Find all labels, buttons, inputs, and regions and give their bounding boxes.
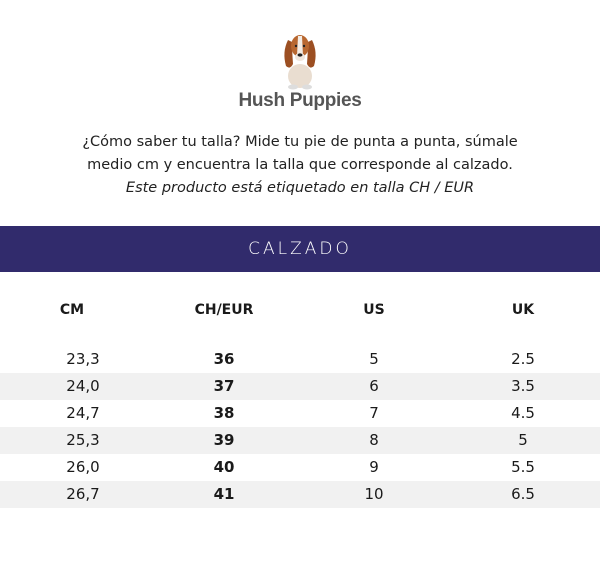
cell-us: 7 [369,404,379,422]
header-ch-eur: CH/EUR [194,302,254,318]
cell-us: 10 [364,485,384,503]
cell-uk: 3.5 [511,377,535,395]
cell-uk: 5 [518,431,528,449]
cell-ch-eur: 39 [213,431,235,449]
size-instructions: ¿Cómo saber tu talla? Mide tu pie de pun… [0,131,600,200]
cell-cm: 26,0 [66,458,100,476]
cell-uk: 2.5 [511,350,535,368]
cell-cm: 24,7 [66,404,100,422]
cell-cm: 24,0 [66,377,100,395]
cell-cm: 23,3 [66,350,100,368]
cell-us: 5 [369,350,379,368]
cell-ch-eur: 41 [213,485,235,503]
section-title: CALZADO [0,226,600,272]
brand-logo: Hush Puppies [0,30,600,112]
cell-us: 6 [369,377,379,395]
table-row: 26,7 41 10 6.5 [0,481,600,508]
cell-cm: 25,3 [66,431,100,449]
cell-uk: 4.5 [511,404,535,422]
instructions-note: Este producto está etiquetado en talla C… [125,180,475,196]
cell-cm: 26,7 [66,485,100,503]
size-table: 23,3 36 5 2.5 24,0 37 6 3.5 24,7 38 7 4.5 25,3 39 8 5 26… [0,346,600,508]
table-row: 24,7 38 7 4.5 [0,400,600,427]
header-cm: CM [59,302,85,318]
table-row: 24,0 37 6 3.5 [0,373,600,400]
table-header: CM CH/EUR US UK [0,302,600,322]
table-row: 23,3 36 5 2.5 [0,346,600,373]
cell-ch-eur: 36 [213,350,235,368]
cell-uk: 6.5 [511,485,535,503]
header-uk: UK [511,302,535,318]
header-us: US [363,302,385,318]
instructions-line-2: medio cm y encuentra la talla que corres… [87,157,513,173]
instructions-line-1: ¿Cómo saber tu talla? Mide tu pie de pun… [82,134,518,150]
brand-name: Hush Puppies [238,90,362,111]
cell-ch-eur: 37 [213,377,235,395]
table-row: 25,3 39 8 5 [0,427,600,454]
cell-us: 9 [369,458,379,476]
table-row: 26,0 40 9 5.5 [0,454,600,481]
cell-us: 8 [369,431,379,449]
cell-ch-eur: 38 [213,404,235,422]
cell-uk: 5.5 [511,458,535,476]
basset-hound-icon [284,35,316,90]
cell-ch-eur: 40 [213,458,235,476]
